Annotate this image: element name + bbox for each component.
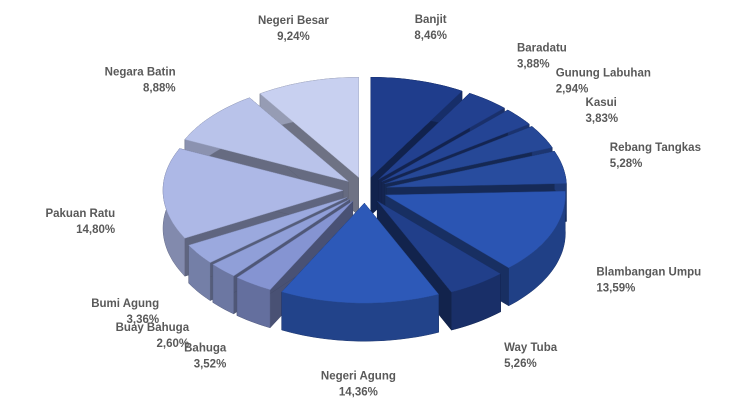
value-label: 5,28%: [610, 158, 643, 170]
slice: [378, 93, 505, 180]
value-label: 2,94%: [556, 83, 589, 95]
slice-label: Negara Batin: [105, 66, 176, 78]
slice-label: Bahuga: [184, 342, 227, 354]
slice-label: Negeri Agung: [321, 371, 396, 383]
slice: [281, 202, 440, 304]
slice-label: Negeri Besar: [258, 15, 329, 27]
slice: [381, 109, 530, 182]
slice-label: Banjit: [415, 14, 447, 26]
slice: [184, 97, 349, 182]
slice-label: Blambangan Umpu: [596, 266, 701, 278]
value-label: 3,83%: [586, 113, 619, 125]
value-label: 5,26%: [504, 358, 537, 370]
slice: [212, 199, 350, 277]
slice-label: Pakuan Ratu: [45, 208, 115, 220]
slice: [236, 200, 353, 291]
value-label: 9,24%: [277, 31, 310, 43]
slice: [370, 77, 463, 178]
value-label: 8,46%: [414, 30, 447, 42]
value-label: 3,36%: [127, 314, 160, 326]
value-label: 3,88%: [517, 59, 550, 71]
slice-label: Bumi Agung: [91, 298, 159, 310]
value-label: 14,36%: [339, 387, 378, 399]
slice: [377, 200, 502, 293]
value-label: 3,52%: [194, 358, 227, 370]
slice: [162, 148, 344, 239]
slice: [188, 197, 348, 263]
value-label: 2,60%: [157, 338, 190, 350]
slice-label: Buay Bahuga: [116, 322, 190, 334]
slice-label: Kasui: [586, 97, 617, 109]
slice-label: Rebang Tangkas: [610, 142, 701, 154]
slice-label: Way Tuba: [504, 342, 558, 354]
slice: [384, 126, 553, 185]
slice: [386, 150, 567, 188]
value-label: 14,80%: [76, 224, 115, 236]
slice-label: Gunung Labuhan: [556, 67, 651, 79]
value-label: 13,59%: [596, 282, 635, 294]
value-label: 8,88%: [143, 82, 176, 94]
slice-label: Baradatu: [517, 43, 567, 55]
slice: [259, 77, 359, 178]
slice: [384, 190, 566, 269]
